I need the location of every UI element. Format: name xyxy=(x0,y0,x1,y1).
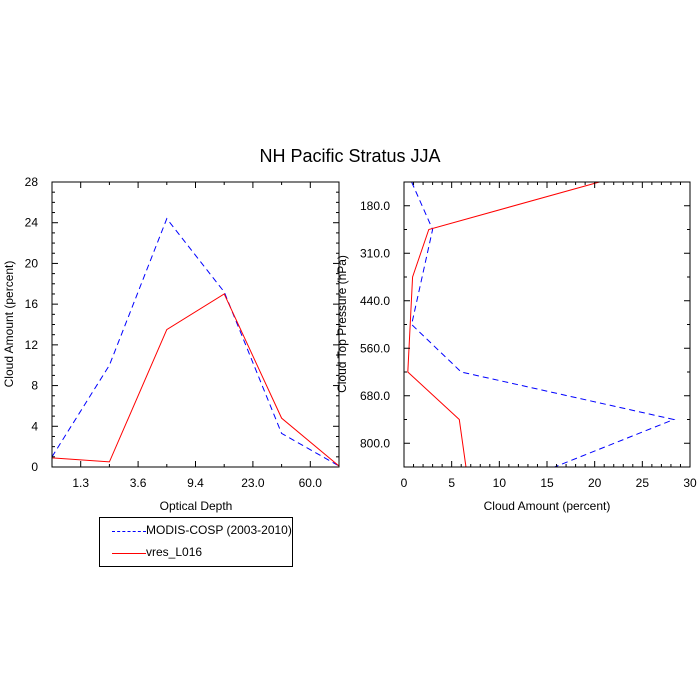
chart-title: NH Pacific Stratus JJA xyxy=(259,146,440,166)
right-x-tick-label: 15 xyxy=(540,476,554,490)
right-y-axis-label: Cloud Top Pressure (hPa) xyxy=(335,255,349,393)
series-line-modis-left xyxy=(51,217,340,467)
right-x-tick-label: 5 xyxy=(448,476,455,490)
left-x-tick-label: 9.4 xyxy=(187,476,204,490)
right-y-tick-label: 560.0 xyxy=(360,341,390,355)
left-y-tick-label: 8 xyxy=(31,379,38,393)
right-x-tick-label: 0 xyxy=(401,476,408,490)
legend-label-vres: vres_L016 xyxy=(146,545,203,559)
legend-label-modis: MODIS-COSP (2003-2010) xyxy=(146,523,292,537)
left-x-tick-label: 1.3 xyxy=(72,476,89,490)
legend-item-modis: MODIS-COSP (2003-2010) xyxy=(100,520,294,542)
right-x-tick-label: 20 xyxy=(588,476,602,490)
left-x-axis-label: Optical Depth xyxy=(160,499,233,513)
left-x-tick-label: 60.0 xyxy=(299,476,323,490)
left-x-tick-label: 3.6 xyxy=(130,476,147,490)
left-y-tick-label: 12 xyxy=(25,338,39,352)
right-x-tick-label: 25 xyxy=(636,476,650,490)
legend-item-vres: vres_L016 xyxy=(100,542,294,564)
legend: MODIS-COSP (2003-2010) vres_L016 xyxy=(99,517,293,567)
left-y-tick-label: 16 xyxy=(25,297,39,311)
right-y-tick-label: 440.0 xyxy=(360,294,390,308)
right-y-tick-label: 680.0 xyxy=(360,389,390,403)
left-y-tick-label: 24 xyxy=(25,216,39,230)
series-line-vres-right xyxy=(407,181,600,468)
pressure-panel: 0 5 10 15 20 25 30 180.0 310.0 440.0 560.0 680.0 800… xyxy=(335,181,697,513)
right-y-tick-label: 800.0 xyxy=(360,436,390,450)
left-y-tick-label: 28 xyxy=(25,175,39,189)
right-x-axis-label: Cloud Amount (percent) xyxy=(484,499,611,513)
optical-depth-panel: 1.3 3.6 9.4 23.0 60.0 0 4 8 12 16 20 24 28 Optical D… xyxy=(2,175,340,513)
right-x-tick-label: 30 xyxy=(683,476,697,490)
left-x-tick-label: 23.0 xyxy=(241,476,265,490)
left-plot-frame xyxy=(51,181,340,468)
legend-swatch-vres xyxy=(112,553,146,554)
right-x-tick-label: 10 xyxy=(493,476,507,490)
right-series-group xyxy=(407,181,676,468)
left-y-axis-label: Cloud Amount (percent) xyxy=(2,261,16,388)
legend-swatch-modis xyxy=(112,531,146,532)
series-line-vres-left xyxy=(51,293,340,467)
left-y-tick-label: 4 xyxy=(31,419,38,433)
right-y-tick-label: 180.0 xyxy=(360,199,390,213)
right-axis-ticks: 0 5 10 15 20 25 30 180.0 310.0 440.0 560.0 680.0 800… xyxy=(360,181,697,490)
left-axis-ticks: 1.3 3.6 9.4 23.0 60.0 0 4 8 12 16 20 24 28 xyxy=(25,175,340,490)
left-y-tick-label: 20 xyxy=(25,256,39,270)
right-y-tick-label: 310.0 xyxy=(360,246,390,260)
left-series-group xyxy=(51,217,340,467)
left-y-tick-label: 0 xyxy=(31,460,38,474)
series-line-modis-right xyxy=(411,181,676,468)
